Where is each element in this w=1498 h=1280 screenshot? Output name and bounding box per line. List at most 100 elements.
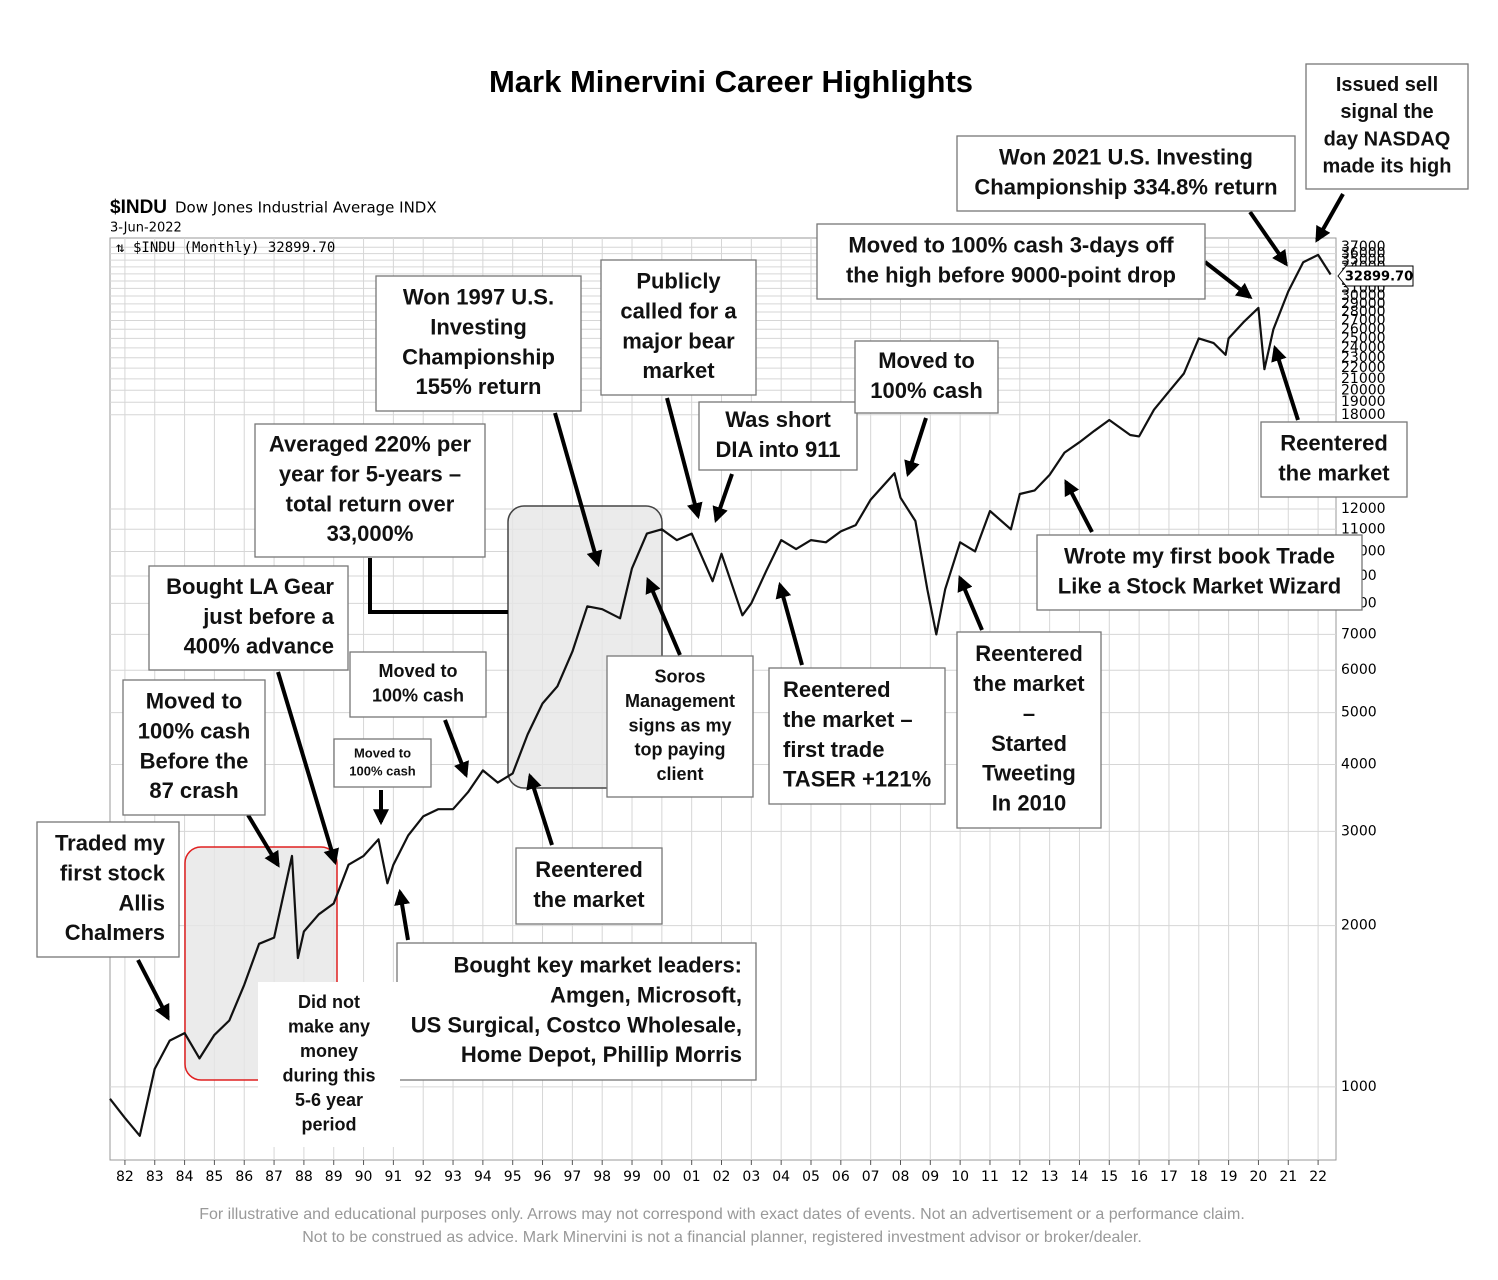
annotation-text: client	[656, 764, 703, 784]
annotation-box	[396, 942, 757, 1081]
annotation-text: top paying	[635, 740, 726, 760]
annotation-box	[36, 821, 180, 958]
annotation-box	[1036, 534, 1363, 611]
arrow	[1064, 479, 1094, 533]
x-tick-label: 17	[1160, 1169, 1178, 1185]
annotation-text: 155% return	[416, 374, 542, 399]
annotation-text: TASER +121%	[783, 767, 931, 792]
annotation-box	[333, 738, 432, 788]
x-tick-label: 19	[1220, 1169, 1238, 1185]
y-tick-label: 24000	[1341, 340, 1386, 356]
x-tick-label: 85	[205, 1169, 223, 1185]
annotation-text: Tweeting	[982, 761, 1076, 786]
annotation-text: first stock	[60, 860, 166, 885]
x-tick-label: 87	[265, 1169, 283, 1185]
annotation-text: 100% cash	[349, 763, 416, 778]
arrow	[246, 813, 280, 868]
arrow	[526, 772, 554, 846]
x-tick-label: 20	[1250, 1169, 1268, 1185]
annotation-text: 87 crash	[149, 778, 238, 803]
annotation-text: Reentered	[1280, 430, 1388, 455]
annotation-text: make any	[288, 1017, 370, 1037]
annotation-box	[254, 423, 486, 558]
x-tick-label: 18	[1190, 1169, 1208, 1185]
arrow	[665, 397, 703, 520]
x-tick-label: 84	[176, 1169, 194, 1185]
arrow	[443, 719, 469, 778]
annotation-text: Before the	[140, 748, 249, 773]
x-tick-label: 90	[355, 1169, 373, 1185]
annotation-text: Allis	[119, 890, 165, 915]
annotation-text: –	[1023, 701, 1035, 726]
y-tick-label: 29000	[1341, 296, 1386, 312]
annotation-text: called for a	[620, 298, 737, 323]
arrow	[775, 581, 804, 666]
annotation-text: major bear	[622, 328, 735, 353]
annotation-box	[515, 847, 663, 925]
x-tick-label: 88	[295, 1169, 313, 1185]
x-tick-label: 04	[772, 1169, 790, 1185]
annotation-text: Like a Stock Market Wizard	[1058, 573, 1341, 598]
annotation-box	[148, 565, 349, 671]
annotation-text: DIA into 911	[715, 437, 840, 462]
x-tick-label: 91	[384, 1169, 402, 1185]
annotation-text: market	[642, 358, 715, 383]
y-tick-label: 11000	[1341, 521, 1386, 537]
y-tick-label: 4000	[1341, 756, 1377, 772]
arrow	[276, 671, 339, 866]
annotation-text: made its high	[1323, 156, 1452, 178]
annotation-text: Started	[991, 731, 1067, 756]
price-line	[109, 253, 1332, 1137]
footnote: Not to be construed as advice. Mark Mine…	[302, 1229, 1142, 1246]
x-tick-label: 15	[1100, 1169, 1118, 1185]
annotation-text: signs as my	[628, 715, 731, 735]
annotation-text: Home Depot, Phillip Morris	[461, 1042, 742, 1067]
annotation-text: the market –	[783, 707, 913, 732]
annotation-box	[768, 667, 946, 805]
annotation-box	[122, 679, 266, 816]
y-tick-label: 12000	[1341, 501, 1386, 517]
arrow	[394, 888, 410, 941]
x-tick-label: 06	[832, 1169, 850, 1185]
annotation-text: Issued sell	[1336, 74, 1438, 96]
legend-icon: ⇅	[116, 240, 124, 256]
y-tick-label: 7000	[1341, 626, 1377, 642]
y-tick-label: 30000	[1341, 288, 1386, 304]
annotation-box	[1305, 63, 1469, 190]
annotation-text: Investing	[430, 314, 527, 339]
annotation-text: Moved to	[878, 348, 975, 373]
y-tick-label: 20000	[1341, 382, 1386, 398]
x-tick-label: 09	[921, 1169, 939, 1185]
annotation-text: Wrote my first book Trade	[1064, 543, 1335, 568]
arrow	[1203, 260, 1253, 299]
arrow	[1315, 193, 1345, 243]
legend-entry: $INDU (Monthly) 32899.70	[133, 240, 335, 256]
x-tick-label: 95	[504, 1169, 522, 1185]
annotation-text: Was short	[725, 407, 831, 432]
annotation-text: 5-6 year	[295, 1090, 363, 1110]
x-tick-label: 99	[623, 1169, 641, 1185]
annotation-text: Traded my	[55, 830, 166, 855]
x-tick-label: 14	[1071, 1169, 1089, 1185]
annotation-box	[258, 982, 400, 1147]
arrow	[1248, 210, 1288, 267]
connector	[368, 558, 508, 614]
x-tick-label: 11	[981, 1169, 999, 1185]
x-tick-label: 83	[146, 1169, 164, 1185]
annotation-text: the market	[533, 887, 645, 912]
y-tick-label: 1000	[1341, 1079, 1377, 1095]
annotation-box	[349, 651, 487, 718]
annotation-text: Moved to	[146, 688, 243, 713]
annotation-text: Championship 334.8% return	[974, 174, 1277, 199]
annotation-text: Averaged 220% per	[269, 431, 472, 456]
annotation-text: US Surgical, Costco Wholesale,	[411, 1012, 742, 1037]
annotation-box	[1260, 421, 1408, 498]
arrow	[904, 417, 928, 478]
annotation-text: Reentered	[535, 857, 643, 882]
symbol: $INDU	[110, 197, 167, 218]
y-tick-label: 27000	[1341, 313, 1386, 329]
annotation-text: Management	[625, 691, 735, 711]
x-tick-label: 16	[1130, 1169, 1148, 1185]
y-tick-label: 23000	[1341, 350, 1386, 366]
